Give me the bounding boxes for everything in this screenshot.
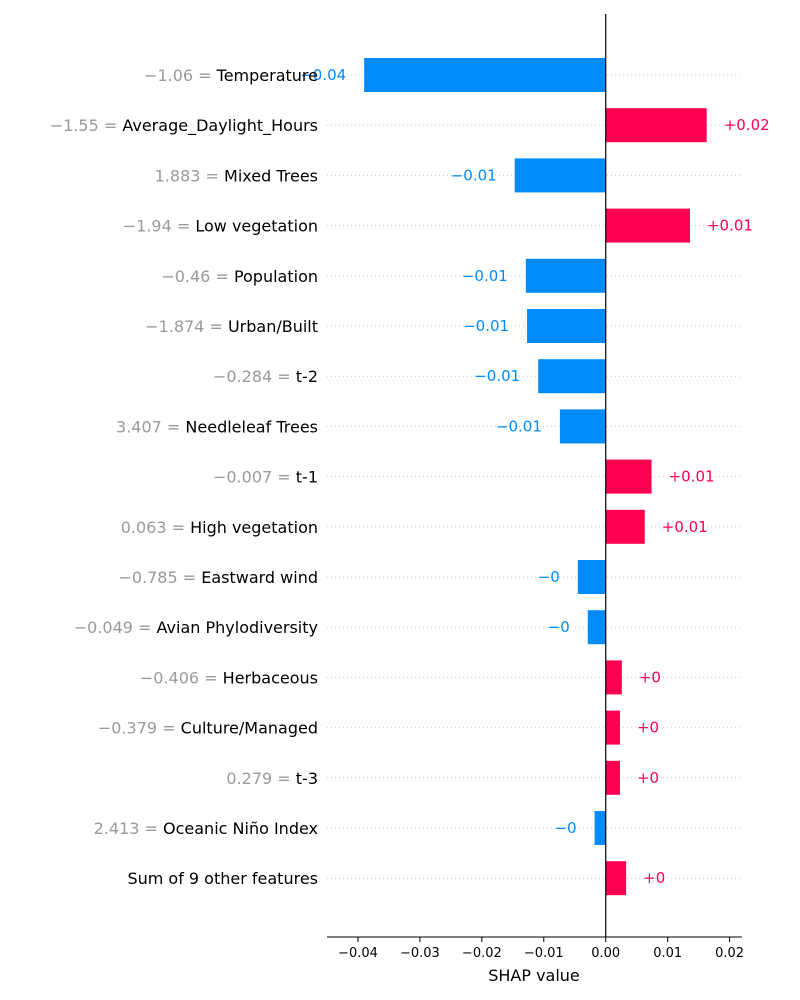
feature-label: 2.413 = Oceanic Niño Index xyxy=(94,819,318,838)
feature-name: Herbaceous xyxy=(223,668,318,687)
feature-value: −0.46 = xyxy=(161,267,234,286)
bar-value-label: −0.01 xyxy=(496,417,542,435)
bar xyxy=(605,509,645,544)
feature-name: Low vegetation xyxy=(195,217,318,236)
feature-label: −0.785 = Eastward wind xyxy=(118,568,318,587)
bar-value-label: +0.01 xyxy=(707,217,753,235)
feature-value: −0.406 = xyxy=(140,668,223,687)
bar xyxy=(587,610,606,645)
feature-label: Sum of 9 other features xyxy=(127,869,318,888)
bar-value-label: +0 xyxy=(637,769,659,787)
bar-value-label: −0.01 xyxy=(463,317,509,335)
bar-value-label: +0.01 xyxy=(669,468,715,486)
feature-name: Eastward wind xyxy=(201,568,318,587)
feature-label: −0.379 = Culture/Managed xyxy=(98,719,318,738)
feature-label: 1.883 = Mixed Trees xyxy=(155,166,318,185)
feature-label: 0.279 = t-3 xyxy=(226,769,318,788)
bar-value-label: +0 xyxy=(637,719,659,737)
feature-value: 1.883 = xyxy=(155,166,224,185)
bar-value-label: +0.01 xyxy=(662,518,708,536)
bar-value-label: −0.01 xyxy=(474,367,520,385)
bar xyxy=(527,309,606,343)
bar-value-label: +0 xyxy=(643,869,665,887)
bar xyxy=(364,58,606,92)
bar-value-label: +0.02 xyxy=(724,116,770,134)
feature-name: t-2 xyxy=(296,367,318,386)
feature-label: −1.55 = Average_Daylight_Hours xyxy=(50,116,318,136)
bar-value-label: −0 xyxy=(548,618,570,636)
feature-label: −0.46 = Population xyxy=(161,267,318,286)
bar-value-label: −0.01 xyxy=(462,267,508,285)
feature-name: Average_Daylight_Hours xyxy=(122,116,318,136)
feature-value: −0.785 = xyxy=(118,568,201,587)
bar-value-label: −0.01 xyxy=(451,166,497,184)
feature-name: Avian Phylodiversity xyxy=(157,618,318,637)
feature-value: −1.55 = xyxy=(50,116,123,135)
feature-value: −1.94 = xyxy=(123,217,196,236)
feature-value: −1.06 = xyxy=(144,66,217,85)
feature-name: Population xyxy=(234,267,318,286)
bar-value-label: −0 xyxy=(554,819,576,837)
feature-label: −1.06 = Temperature xyxy=(144,66,318,85)
feature-value: −0.049 = xyxy=(74,618,157,637)
bar xyxy=(577,560,606,594)
x-axis: SHAP value −0.04 −0.03 −0.02 −0.01 0.00 0.01 0… xyxy=(327,936,744,985)
bar-value-label: −0.04 xyxy=(300,66,346,84)
feature-label: −0.284 = t-2 xyxy=(213,367,318,386)
feature-value: −0.007 = xyxy=(213,468,296,487)
feature-value: −0.284 = xyxy=(213,367,296,386)
bar xyxy=(605,660,622,695)
bar xyxy=(559,409,606,444)
feature-name: Oceanic Niño Index xyxy=(163,819,318,838)
feature-label: −1.874 = Urban/Built xyxy=(145,317,318,336)
x-axis-label: SHAP value xyxy=(488,966,580,985)
feature-label: −0.007 = t-1 xyxy=(213,468,318,487)
feature-value: −1.874 = xyxy=(145,317,228,336)
feature-label: −1.94 = Low vegetation xyxy=(123,217,318,236)
x-tick-label: 0.02 xyxy=(715,946,744,961)
bar xyxy=(514,158,606,193)
bar xyxy=(605,710,620,745)
x-tick-label: −0.01 xyxy=(524,946,564,961)
feature-value: 3.407 = xyxy=(116,417,185,436)
feature-name: Sum of 9 other features xyxy=(127,869,318,888)
feature-value: 0.279 = xyxy=(226,769,295,788)
feature-value: 0.063 = xyxy=(121,518,190,537)
feature-value: 2.413 = xyxy=(94,819,163,838)
bar xyxy=(605,760,620,795)
feature-name: t-1 xyxy=(296,468,318,487)
bar xyxy=(605,861,627,896)
bar xyxy=(605,208,690,243)
bar xyxy=(525,258,606,293)
feature-name: Culture/Managed xyxy=(181,719,318,738)
bar-value-label: −0 xyxy=(538,568,560,586)
x-tick-label: −0.02 xyxy=(462,946,502,961)
feature-label: −0.049 = Avian Phylodiversity xyxy=(74,618,318,637)
bar xyxy=(594,811,606,845)
bars xyxy=(364,14,707,937)
feature-value: −0.379 = xyxy=(98,719,181,738)
feature-name: Temperature xyxy=(216,66,318,85)
x-tick-label: 0.01 xyxy=(653,946,682,961)
feature-name: Urban/Built xyxy=(228,317,318,336)
bar xyxy=(605,108,707,143)
bar xyxy=(538,359,606,394)
feature-name: Mixed Trees xyxy=(224,166,318,185)
feature-name: Needleleaf Trees xyxy=(185,417,318,436)
feature-name: High vegetation xyxy=(190,518,318,537)
x-tick-label: −0.03 xyxy=(400,946,440,961)
feature-label: 0.063 = High vegetation xyxy=(121,518,318,537)
bar xyxy=(605,459,652,494)
bar-value-label: +0 xyxy=(639,668,661,686)
feature-label: −0.406 = Herbaceous xyxy=(140,668,318,687)
x-tick-label: 0.00 xyxy=(591,946,620,961)
feature-name: t-3 xyxy=(296,769,318,788)
row-labels: −0.04−1.06 = Temperature+0.02−1.55 = Ave… xyxy=(50,66,770,888)
x-tick-label: −0.04 xyxy=(338,946,378,961)
feature-label: 3.407 = Needleleaf Trees xyxy=(116,417,318,436)
